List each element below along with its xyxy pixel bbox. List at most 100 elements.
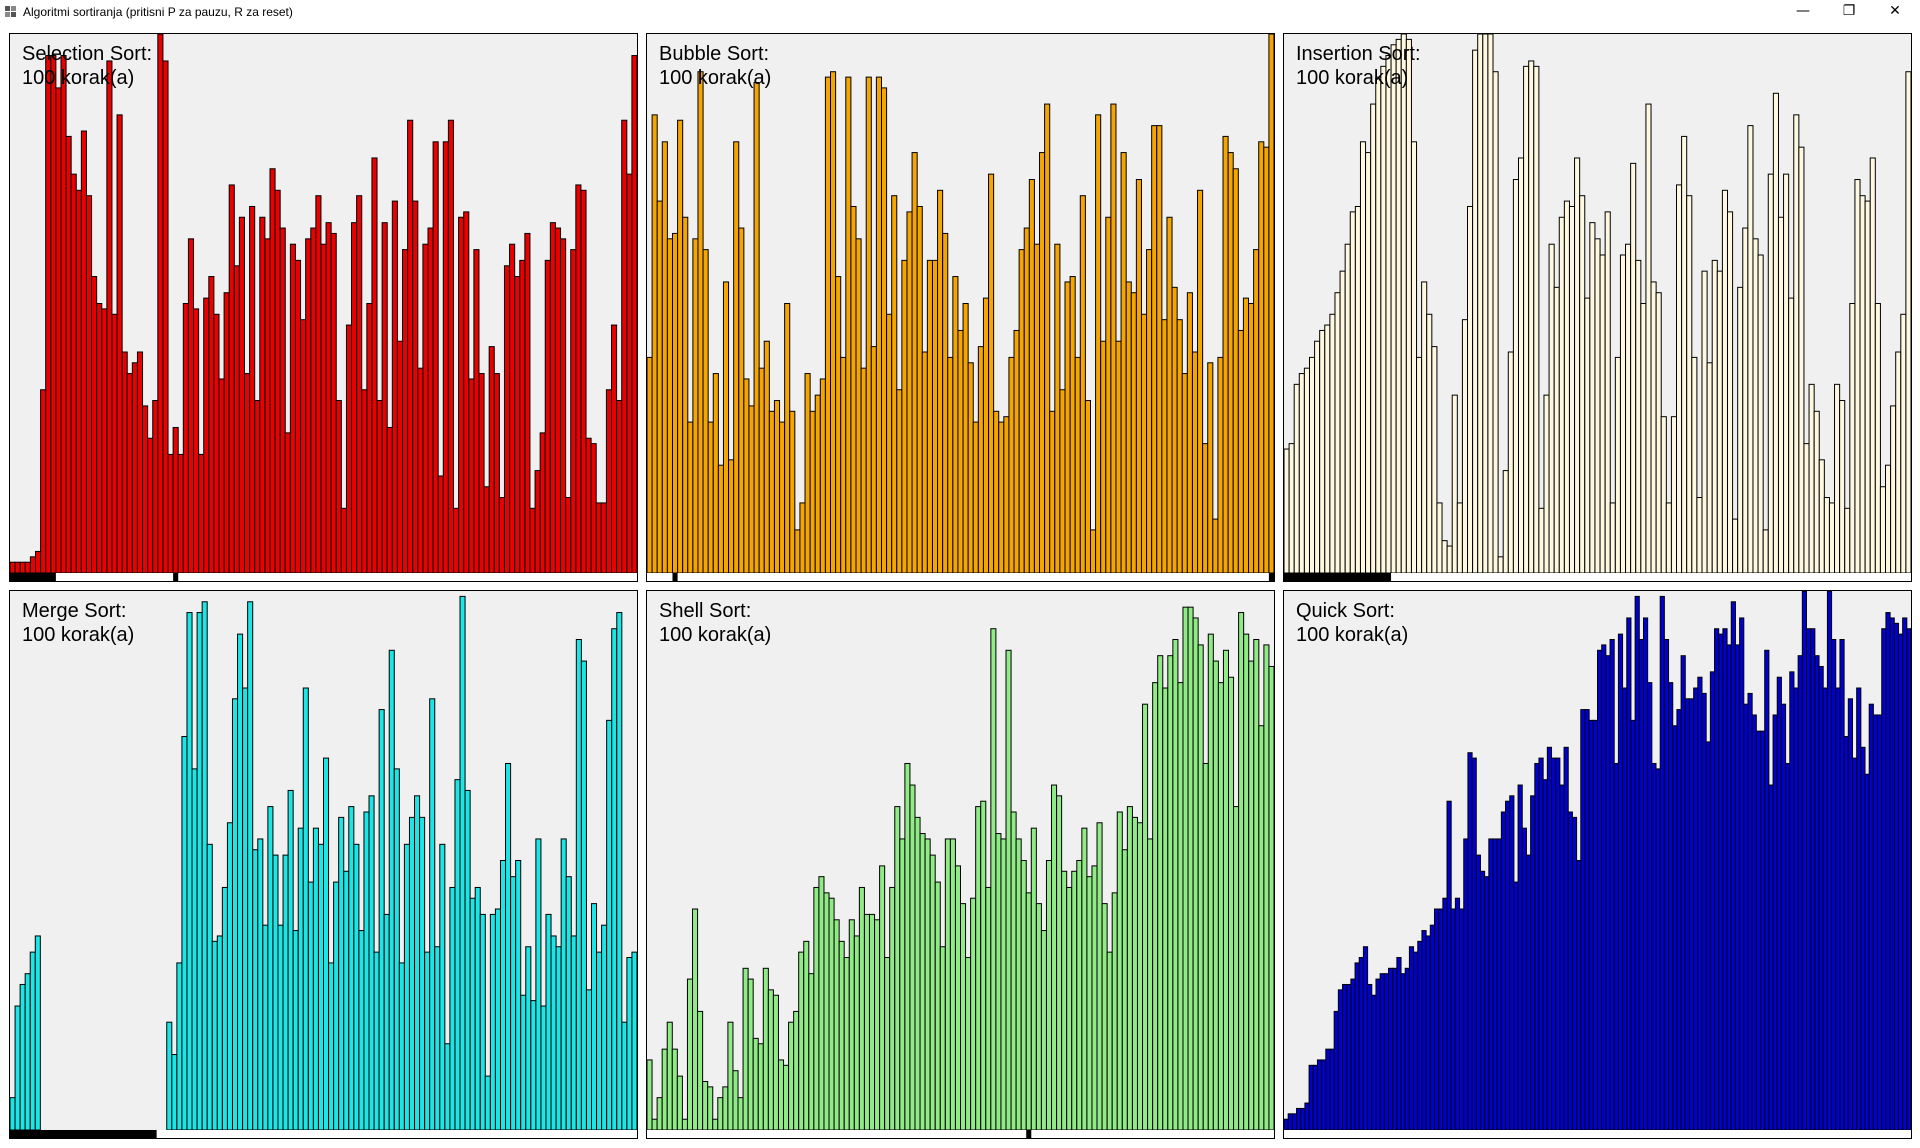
bar [1864,200,1871,574]
bar [1040,930,1047,1131]
bar [1358,957,1364,1131]
bar [1869,157,1876,574]
bar [686,978,694,1131]
selection-sort-bars [10,34,637,581]
bar [287,789,294,1131]
bar [414,795,421,1131]
bar [896,389,903,574]
shell-sort-bars [647,606,1274,1138]
bar [1813,410,1820,574]
bar [1121,849,1128,1131]
bar [1718,633,1724,1131]
bar [1806,628,1812,1131]
bar [1207,362,1214,574]
bar [1390,44,1397,574]
minimize-button[interactable]: — [1780,0,1826,24]
bar [1300,1107,1306,1131]
bar [601,924,608,1131]
bar [34,935,41,1131]
bar [748,405,755,574]
bar [439,843,446,1131]
bar [1370,103,1377,574]
bar [621,1021,628,1131]
bar [218,378,225,574]
bar [1743,703,1749,1131]
bar [813,886,820,1131]
bar [136,351,144,574]
bar [1726,211,1734,574]
bar [911,152,918,574]
bar [1035,903,1042,1131]
bar [469,897,476,1131]
minimize-icon: — [1796,3,1810,19]
bar [1202,762,1209,1131]
bar [191,768,198,1131]
baseline-strip [1284,573,1911,581]
title-bar[interactable]: Algoritmi sortiranja (pritisni P za pauz… [0,0,1920,24]
bar [1015,838,1022,1131]
bar [909,784,916,1131]
bar [1227,152,1234,574]
bar [1248,303,1255,574]
bar [1207,633,1214,1131]
bar [1626,617,1632,1131]
bar [1533,65,1540,574]
bar [19,983,26,1131]
bar [1268,34,1274,574]
bar [651,1118,658,1131]
bar [970,897,977,1131]
bar [944,838,951,1131]
bar [1146,249,1153,574]
bar [1461,319,1469,574]
bar [1475,854,1481,1131]
bar [1688,698,1695,1131]
bar [1793,687,1799,1131]
bar [353,843,360,1131]
bar [1074,356,1081,574]
bar [1835,687,1841,1131]
bar [1844,507,1851,574]
bar [315,195,322,574]
bar [196,612,203,1131]
bar [611,324,618,574]
bar [371,157,378,574]
bar [870,346,877,574]
bar [1334,292,1341,574]
bar [988,173,995,574]
bar [1849,303,1856,574]
bar [1513,881,1519,1131]
bar [1730,601,1736,1131]
bar [1660,416,1667,574]
bar [1056,795,1063,1131]
bar [1157,655,1164,1131]
bar [386,426,393,574]
bar [530,1000,537,1131]
bar [717,464,724,574]
bar [1459,908,1465,1131]
bar [1609,502,1616,574]
bar [1567,811,1573,1131]
bar [1191,351,1199,574]
restore-button[interactable]: ❐ [1826,0,1872,24]
bar [942,232,949,574]
bar [398,962,405,1131]
bar [80,130,87,574]
bar [1451,394,1458,574]
close-button[interactable]: ✕ [1872,0,1918,24]
bar [1105,216,1112,574]
bar [1166,216,1173,574]
bar [819,378,826,574]
bar [1686,195,1693,574]
bar [712,373,719,574]
bar [1212,660,1219,1131]
bar [1663,639,1670,1131]
bar [70,173,77,574]
bar [758,367,765,574]
bar [1020,860,1027,1131]
bar [671,232,679,574]
bar [1232,168,1239,574]
bar [1651,762,1657,1131]
bar [889,886,896,1131]
baseline-strip [647,573,1274,581]
bar [317,843,325,1131]
